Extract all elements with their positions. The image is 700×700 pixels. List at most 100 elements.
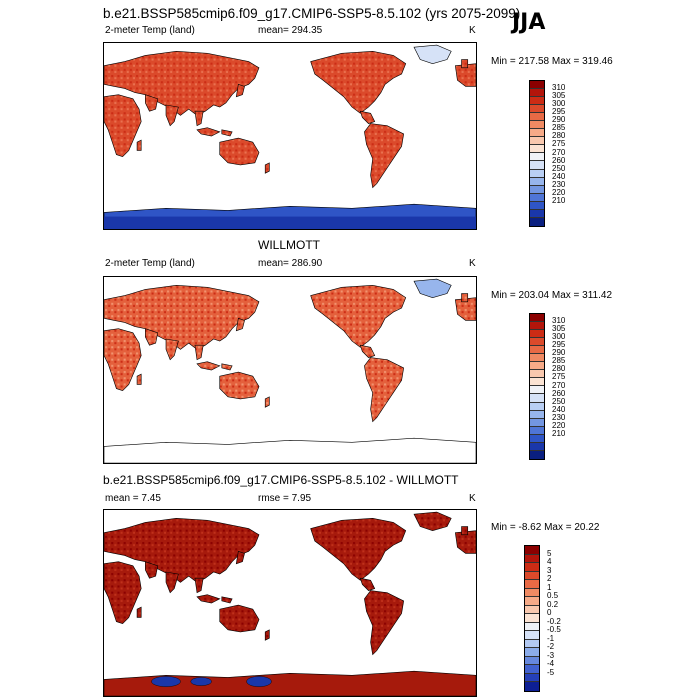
colorbar-tick-label: 2 — [547, 574, 552, 584]
colorbar-tick-label: -0.5 — [547, 625, 561, 635]
colorbar-tick-label: -2 — [547, 642, 555, 652]
colorbar-swatch — [525, 554, 539, 564]
colorbar-tick-label: 220 — [552, 420, 566, 430]
colorbar-swatch — [525, 580, 539, 589]
colorbar-swatch — [525, 631, 539, 640]
panel-3-map — [103, 509, 477, 697]
landmass-shape — [310, 284, 407, 348]
colorbar-tick-label: 270 — [552, 380, 566, 390]
panel-3-title: b.e21.BSSP585cmip6.f09_g17.CMIP6-SSP5-8.… — [103, 473, 459, 487]
colorbar-tick-label: 230 — [552, 179, 566, 189]
colorbar-swatch — [530, 209, 544, 218]
colorbar-tick-label: 1 — [547, 582, 552, 592]
landmass-shape — [364, 357, 405, 423]
colorbar-tick-label: 220 — [552, 187, 566, 197]
landmass-shape — [461, 59, 469, 69]
colorbar-tick-label: 310 — [552, 316, 566, 326]
colorbar-tick-label: 290 — [552, 348, 566, 358]
landmass-shape — [310, 517, 407, 581]
negative-anomaly-patch — [246, 676, 272, 687]
landmass-shape — [461, 526, 469, 536]
panel-2-variable-label: 2-meter Temp (land) — [105, 258, 195, 269]
colorbar-swatch — [530, 177, 544, 186]
colorbar-swatch — [530, 201, 544, 210]
landmass-shape — [165, 104, 179, 127]
landmass-shape — [221, 129, 233, 137]
colorbar-swatch — [530, 354, 544, 363]
landmass-shape — [359, 344, 376, 358]
colorbar-swatch — [530, 145, 544, 154]
landmass-shape — [264, 396, 270, 408]
antarctic-cold-band — [104, 216, 476, 229]
landmass-shape — [104, 561, 142, 625]
panel-3-rmse-label: rmse = 7.95 — [258, 493, 312, 504]
landmass-shape — [104, 50, 260, 116]
negative-anomaly-patch — [190, 677, 212, 686]
panel-1-variable-label: 2-meter Temp (land) — [105, 25, 195, 36]
colorbar-tick-label: 260 — [552, 388, 566, 398]
colorbar-swatch — [530, 370, 544, 379]
colorbar-swatch — [530, 129, 544, 138]
landmass-shape — [136, 139, 142, 151]
colorbar-tick-label: 280 — [552, 364, 566, 374]
negative-anomaly-patch — [151, 676, 181, 687]
landmass-shape — [104, 517, 260, 583]
landmass-shape — [461, 293, 469, 303]
colorbar-swatch — [530, 137, 544, 146]
colorbar-tick-label: 295 — [552, 340, 566, 350]
colorbar-tick-label: 240 — [552, 171, 566, 181]
colorbar-swatch — [530, 362, 544, 371]
landmass-shape — [264, 629, 270, 641]
colorbar-swatch — [530, 153, 544, 162]
colorbar-tick-label: 310 — [552, 83, 566, 93]
colorbar-tick-label: 240 — [552, 404, 566, 414]
landmass-shape — [194, 344, 204, 361]
panel-1-units-label: K — [469, 25, 476, 36]
panel-2-mean-label: mean= 286.90 — [258, 258, 323, 269]
colorbar-swatch — [525, 648, 539, 657]
colorbar-swatch — [525, 665, 539, 674]
panel-3-minmax-label: Min = -8.62 Max = 20.22 — [491, 522, 600, 533]
panel-3-colorbar — [524, 545, 540, 692]
colorbar-swatch — [525, 639, 539, 649]
landmass-shape — [264, 162, 270, 174]
landmass-shape — [165, 338, 179, 361]
season-label: JJA — [512, 10, 546, 35]
colorbar-tick-label: 295 — [552, 107, 566, 117]
colorbar-tick-label: 275 — [552, 139, 566, 149]
colorbar-swatch — [530, 161, 544, 170]
panel-1-colorbar — [529, 80, 545, 227]
landmass-shape — [221, 596, 233, 604]
colorbar-tick-label: 0.5 — [547, 591, 559, 601]
colorbar-tick-label: -3 — [547, 650, 555, 660]
colorbar-swatch — [525, 546, 539, 555]
colorbar-swatch — [530, 442, 544, 451]
colorbar-swatch — [530, 89, 544, 98]
colorbar-swatch — [530, 338, 544, 347]
colorbar-tick-label: 285 — [552, 123, 566, 133]
landmass-shape — [454, 297, 476, 321]
colorbar-swatch — [530, 193, 544, 202]
landmass-shape — [196, 127, 221, 137]
landmass-shape — [364, 123, 405, 189]
landmass-shape — [104, 328, 142, 392]
colorbar-tick-label: 250 — [552, 396, 566, 406]
panel-1-mean-label: mean= 294.35 — [258, 25, 323, 36]
colorbar-swatch — [530, 402, 544, 411]
landmass-shape — [219, 371, 260, 400]
colorbar-tick-label: 285 — [552, 356, 566, 366]
panel-2-colorbar-ticks: 310 305 300 295 290 285 280 275 270 260 250 240 230 2… — [552, 313, 582, 458]
colorbar-tick-label: 260 — [552, 155, 566, 165]
landmass-shape — [194, 577, 204, 594]
colorbar-tick-label: 250 — [552, 163, 566, 173]
colorbar-tick-label: 290 — [552, 115, 566, 125]
colorbar-swatch — [525, 563, 539, 572]
colorbar-swatch — [525, 571, 539, 581]
colorbar-tick-label: 300 — [552, 332, 566, 342]
colorbar-swatch — [530, 314, 544, 323]
colorbar-tick-label: -1 — [547, 633, 555, 643]
landmass-shape — [196, 361, 221, 371]
colorbar-tick-label: 305 — [552, 324, 566, 334]
landmass-shape — [359, 577, 376, 591]
colorbar-tick-label: 210 — [552, 195, 566, 205]
